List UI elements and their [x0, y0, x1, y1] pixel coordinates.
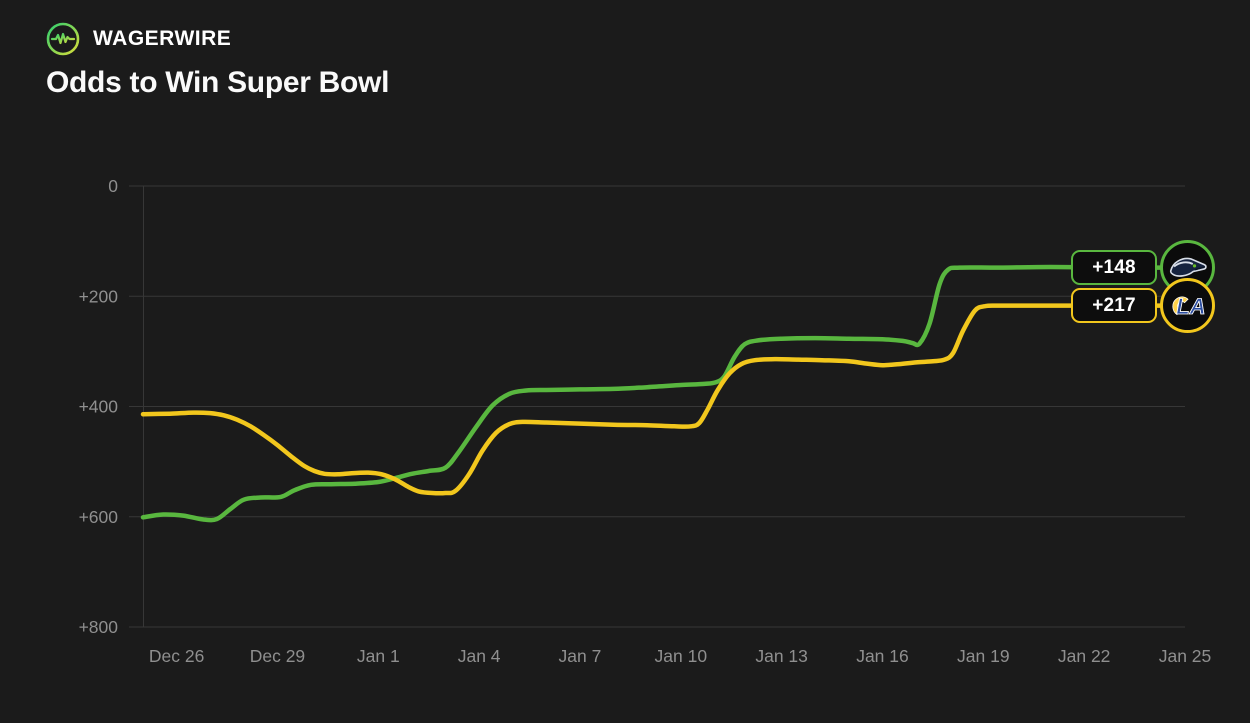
x-tick-label: Jan 4 [458, 646, 501, 666]
brand-header: WAGERWIRE [46, 22, 231, 56]
rams-logo-icon: LA [1171, 293, 1205, 319]
y-tick-label: +800 [79, 617, 119, 637]
x-tick-label: Jan 7 [559, 646, 602, 666]
seahawks-logo-icon [1169, 257, 1207, 277]
x-tick-label: Jan 25 [1159, 646, 1212, 666]
wagerwire-logo-icon [46, 22, 80, 56]
rams-odds-badge: +217 LA [1071, 278, 1215, 334]
brand-name: WAGERWIRE [93, 27, 232, 50]
y-tick-label: +600 [79, 507, 119, 527]
x-tick-label: Jan 1 [357, 646, 400, 666]
seahawks-odds-pill[interactable]: +148 [1071, 250, 1157, 286]
rams-logo[interactable]: LA [1160, 278, 1215, 334]
x-tick-label: Jan 16 [856, 646, 909, 666]
rams-odds-pill[interactable]: +217 [1071, 288, 1157, 324]
x-tick-label: Jan 22 [1058, 646, 1111, 666]
x-tick-label: Dec 29 [250, 646, 305, 666]
y-tick-label: +200 [79, 286, 119, 306]
x-tick-label: Dec 26 [149, 646, 204, 666]
page-title: Odds to Win Super Bowl [46, 66, 390, 99]
x-tick-label: Jan 19 [957, 646, 1010, 666]
series-line-rams[interactable] [140, 303, 1188, 496]
y-tick-label: +400 [79, 397, 119, 417]
x-tick-label: Jan 13 [755, 646, 808, 666]
series-line-seahawks[interactable] [140, 264, 1188, 523]
svg-text:LA: LA [1176, 294, 1205, 319]
x-tick-label: Jan 10 [655, 646, 708, 666]
y-tick-label: 0 [108, 176, 118, 196]
seahawks-odds-badge: +148 [1071, 240, 1215, 296]
